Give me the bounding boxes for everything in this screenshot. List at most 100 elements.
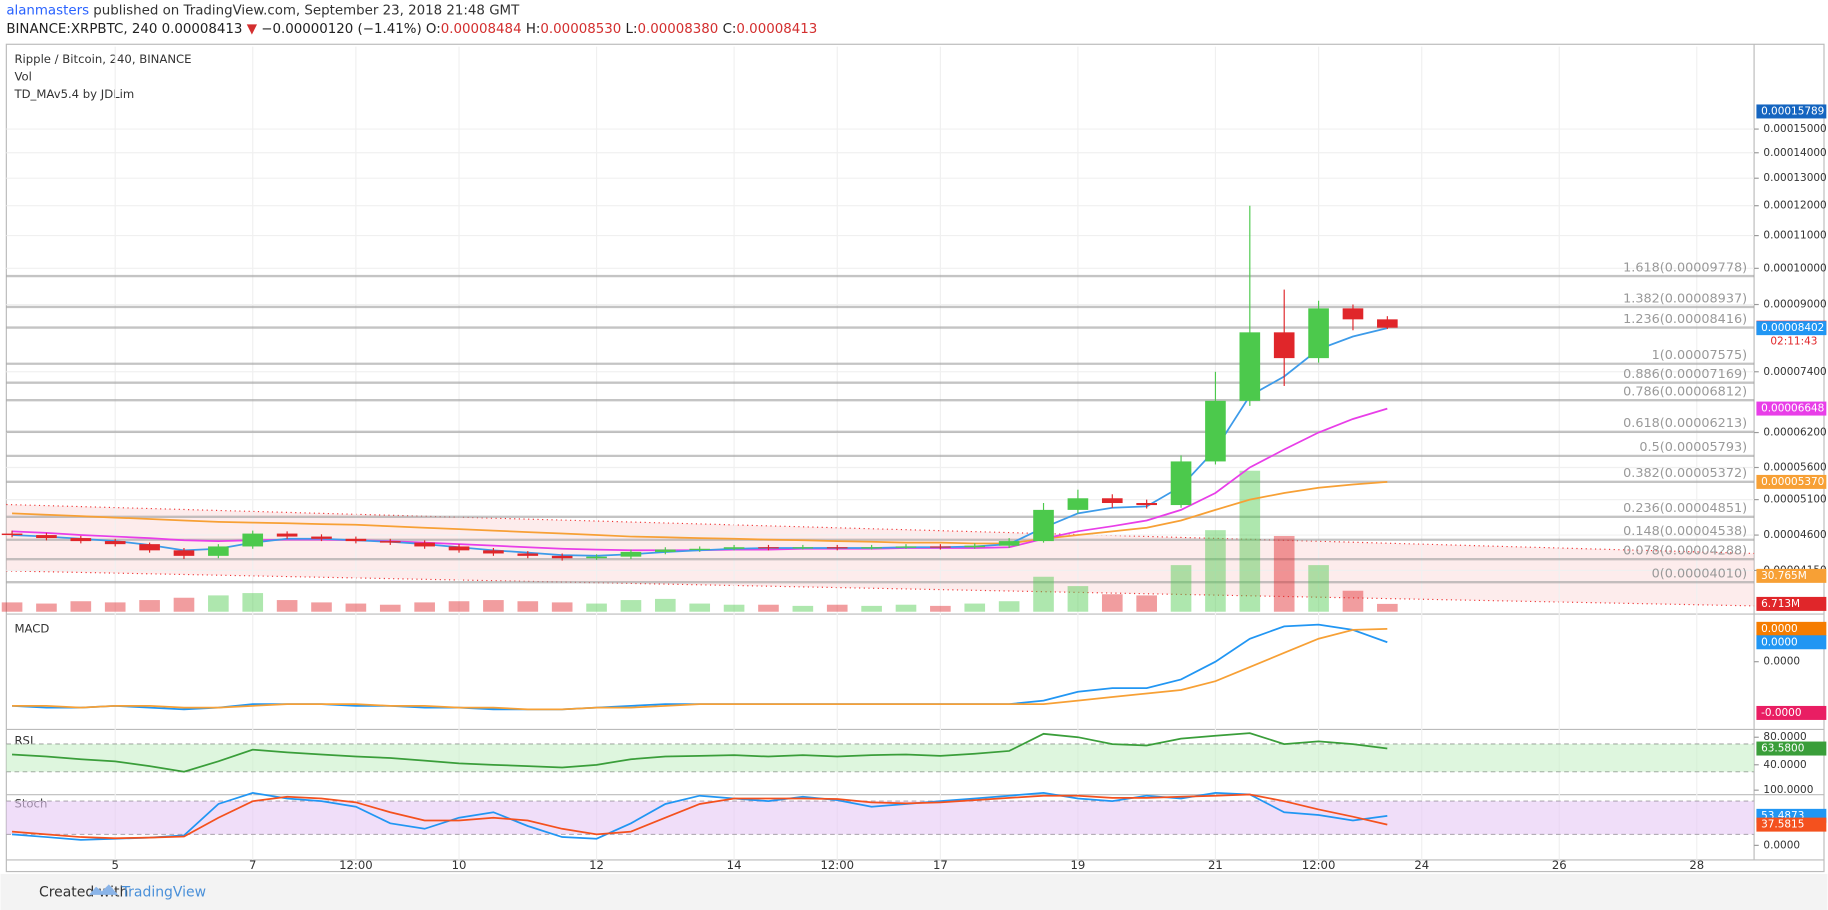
volume-bar bbox=[1308, 565, 1329, 612]
candle-body bbox=[551, 555, 573, 559]
y-tick-label: 0.0000 bbox=[1763, 839, 1800, 851]
volume-bar bbox=[964, 603, 986, 612]
header-part: −0.00000120 (−1.41%) bbox=[261, 22, 426, 37]
candle-body bbox=[1377, 319, 1398, 328]
candle-body bbox=[70, 538, 92, 542]
volume-bar bbox=[345, 603, 367, 612]
price-badge bbox=[1756, 741, 1827, 756]
x-tick-label: 12:00 bbox=[820, 858, 854, 872]
volume-bar bbox=[1377, 603, 1398, 612]
candle-body bbox=[1205, 400, 1226, 462]
x-tick-label: 12:00 bbox=[339, 858, 373, 872]
footer-bar bbox=[0, 873, 1828, 910]
x-tick-label: 19 bbox=[1071, 858, 1086, 872]
candle-body bbox=[758, 547, 779, 549]
stoch-line bbox=[11, 792, 1388, 841]
candle-body bbox=[1342, 308, 1364, 320]
candle-body bbox=[1273, 332, 1295, 359]
author[interactable]: alanmasters bbox=[6, 3, 89, 18]
candle-body bbox=[689, 548, 711, 550]
candle-body bbox=[1033, 509, 1054, 542]
candle-body bbox=[379, 541, 401, 543]
volume-bar bbox=[276, 600, 298, 612]
candle-body bbox=[895, 546, 917, 548]
header-part: 0.00008484 bbox=[441, 22, 526, 37]
volume-bar bbox=[792, 605, 814, 612]
fib-label: 0.886(0.00007169) bbox=[1623, 367, 1747, 382]
candle-body bbox=[964, 545, 986, 548]
volume-bar bbox=[620, 600, 642, 612]
price-badge-label: 0.0000 bbox=[1761, 623, 1798, 635]
band-fill bbox=[6, 744, 1755, 772]
volume-bar bbox=[1205, 530, 1226, 612]
x-tick-label: 7 bbox=[249, 858, 256, 872]
candle-body bbox=[1, 533, 23, 536]
candle-body bbox=[448, 546, 470, 551]
fib-label: 0.078(0.00004288) bbox=[1623, 544, 1747, 559]
volume-bar bbox=[1342, 590, 1364, 612]
price-badge bbox=[1756, 474, 1827, 489]
moving-average bbox=[12, 481, 1388, 545]
y-tick-label: 0.00007400 bbox=[1763, 366, 1826, 378]
candle-body bbox=[1067, 498, 1089, 510]
pane-title: RSI bbox=[14, 734, 33, 748]
volume-bar bbox=[1033, 576, 1054, 612]
published: published on TradingView.com, September … bbox=[89, 3, 520, 18]
x-tick-label: 5 bbox=[112, 858, 119, 872]
fib-label: 1.382(0.00008937) bbox=[1623, 291, 1747, 306]
volume-bar bbox=[139, 600, 160, 612]
candle-body bbox=[173, 550, 195, 556]
stoch-line bbox=[11, 793, 1388, 840]
volume-bar bbox=[36, 603, 57, 612]
volume-bar bbox=[758, 604, 779, 612]
candle-body bbox=[655, 549, 676, 552]
y-tick-label: 100.0000 bbox=[1763, 784, 1813, 796]
volume-bar bbox=[1273, 535, 1295, 612]
volume-bar bbox=[1239, 470, 1261, 612]
frame bbox=[5, 43, 1825, 873]
pane-title: MACD bbox=[14, 622, 49, 636]
header-part: ▼ bbox=[247, 22, 262, 37]
price-badge-label: 6.713M bbox=[1761, 598, 1800, 610]
volume-bar bbox=[930, 605, 951, 612]
fib-label: 1(0.00007575) bbox=[1652, 348, 1747, 363]
x-tick-label: 21 bbox=[1208, 858, 1223, 872]
volume-bar bbox=[655, 598, 676, 612]
x-tick-label: 24 bbox=[1414, 858, 1429, 872]
price-badge bbox=[1756, 568, 1827, 583]
x-tick-label: 14 bbox=[727, 858, 742, 872]
volume-bar bbox=[379, 604, 401, 612]
macd-line bbox=[12, 627, 1388, 711]
candle-body bbox=[1308, 308, 1329, 359]
volume-bar bbox=[1, 602, 23, 612]
candle-body bbox=[483, 550, 504, 554]
price-badge bbox=[1756, 401, 1827, 416]
header-part: C: bbox=[723, 22, 737, 37]
header-part: BINANCE:XRPBTC, 240 bbox=[6, 22, 161, 37]
fib-label: 0.786(0.00006812) bbox=[1623, 385, 1747, 400]
price-badge-label: 0.00006648 bbox=[1761, 403, 1824, 415]
volume-bar bbox=[483, 600, 504, 612]
y-tick-label: 0.00005600 bbox=[1763, 462, 1826, 474]
price-badge-label: 30.765M bbox=[1761, 570, 1807, 582]
header: alanmasters published on TradingView.com… bbox=[6, 3, 520, 18]
footer-brand[interactable]: TradingView bbox=[121, 885, 206, 901]
candle-body bbox=[517, 553, 539, 556]
price-badge-label: 0.0000 bbox=[1761, 636, 1798, 648]
x-tick-label: 10 bbox=[452, 858, 467, 872]
header-part: L: bbox=[626, 22, 638, 37]
candle-body bbox=[1170, 461, 1192, 506]
volume-bar bbox=[826, 604, 848, 612]
y-tick-label: 0.00004600 bbox=[1763, 529, 1826, 541]
price-badge bbox=[1756, 635, 1827, 650]
volume-bar bbox=[208, 595, 229, 612]
price-badge-label: 0.00008402 bbox=[1761, 322, 1824, 334]
volume-bar bbox=[689, 603, 711, 612]
y-tick-label: 0.00009000 bbox=[1763, 299, 1826, 311]
volume-bar bbox=[414, 602, 435, 612]
candle-body bbox=[620, 551, 642, 557]
price-badge-label: 37.5815 bbox=[1761, 819, 1804, 831]
price-badge bbox=[1756, 321, 1827, 336]
